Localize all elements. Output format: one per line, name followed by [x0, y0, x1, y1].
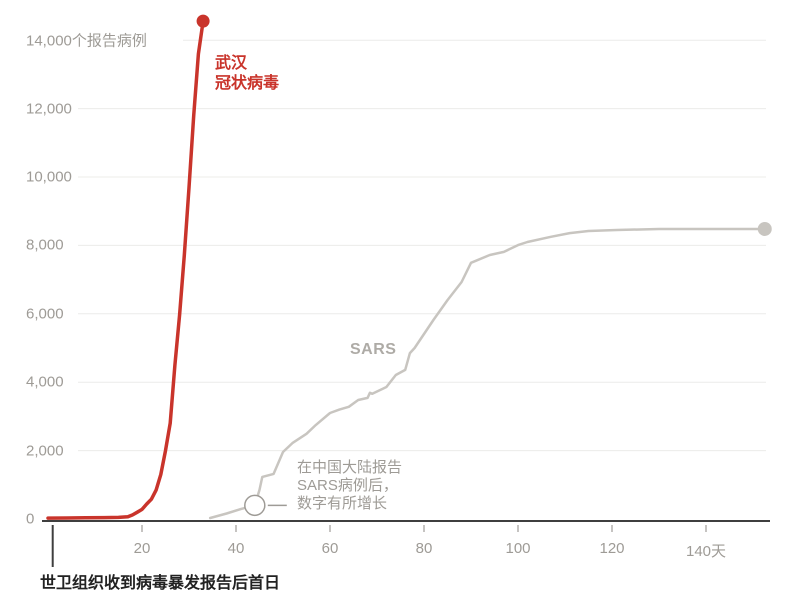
y-axis-label: 12,000 — [26, 100, 72, 118]
sars-line — [208, 227, 767, 520]
wuhan-line — [46, 19, 205, 520]
series-label-wuhan-line2: 冠状病毒 — [215, 75, 280, 92]
y-axis-label: 8,000 — [26, 236, 64, 254]
series-label-wuhan-line1: 武汉 — [215, 55, 248, 72]
x-axis-origin-note: 世卫组织收到病毒暴发报告后首日 — [40, 575, 281, 592]
x-axis-label: 80 — [415, 540, 433, 557]
y-axis-label: 0 — [26, 510, 35, 528]
y-axis-label: 10,000 — [26, 168, 72, 186]
y-axis-label: 6,000 — [26, 305, 64, 323]
series-label-sars: SARS — [350, 341, 397, 358]
y-axis-label: 2,000 — [26, 442, 64, 460]
annotation-circle — [244, 494, 266, 517]
x-axis-label: 140天 — [685, 543, 727, 560]
sars-endpoint-dot — [757, 221, 772, 236]
x-axis-label: 100 — [505, 540, 531, 557]
wuhan-endpoint-dot — [196, 14, 210, 28]
y-axis-label: 4,000 — [26, 373, 64, 391]
x-axis-label: 20 — [133, 540, 151, 557]
x-axis-label: 60 — [321, 540, 339, 557]
annotation-text: 在中国大陆报告 SARS病例后， 数字有所增长 — [297, 459, 403, 512]
x-axis-label: 120 — [599, 540, 625, 557]
x-axis-label: 40 — [227, 540, 245, 557]
y-axis-label: 14,000个报告病例 — [26, 32, 147, 50]
series-label-wuhan: 武汉 冠状病毒 — [215, 54, 279, 94]
